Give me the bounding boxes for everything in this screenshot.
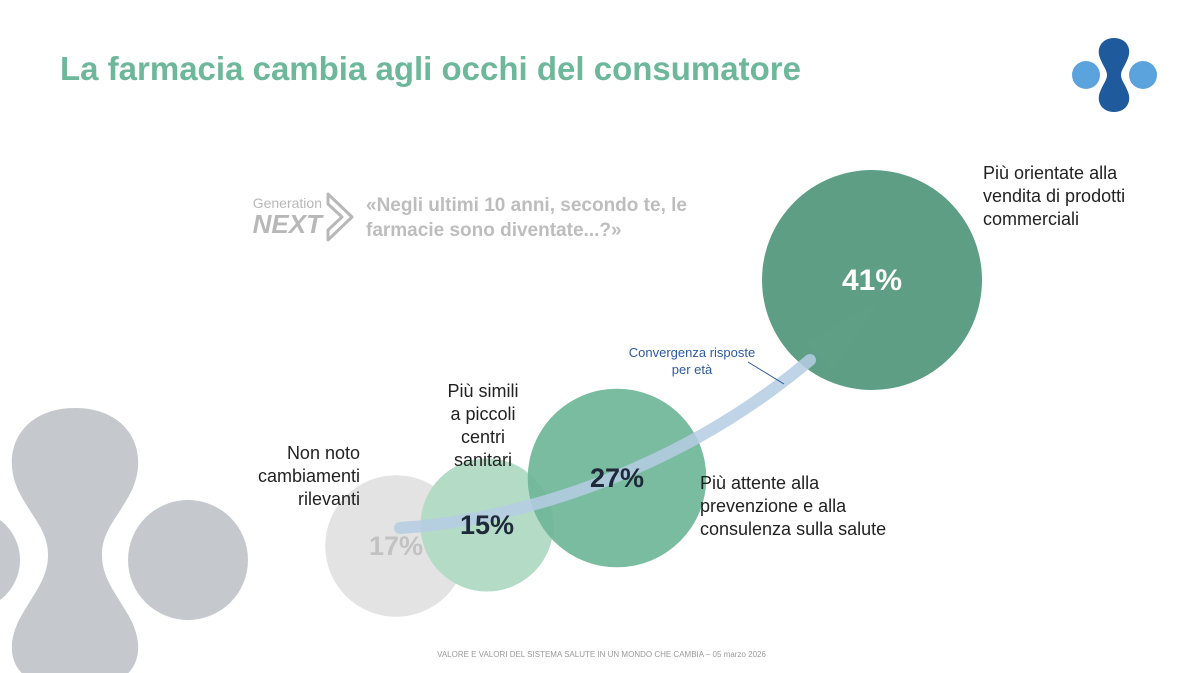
- generation-logo-bottom: NEXT: [253, 209, 324, 239]
- bubble-value-label: 41%: [842, 264, 902, 297]
- bubble-value-label: 15%: [460, 510, 514, 540]
- convergence-arrow: [394, 354, 816, 534]
- deco-left-dot: [0, 520, 20, 600]
- category-label: Più attente alla prevenzione e alla consul…: [700, 473, 887, 539]
- convergence-arrowhead: [806, 300, 880, 372]
- bubble-value-label: 27%: [590, 463, 644, 493]
- brand-logo: [1072, 38, 1157, 112]
- logo-center-shape: [1098, 38, 1130, 112]
- value-layer: 17% 15% 27% 41%: [369, 264, 902, 561]
- bubble-layer: [325, 170, 982, 617]
- convergence-annotation: Convergenza risposte per età: [628, 345, 756, 377]
- annotation-pointer: [747, 361, 785, 385]
- bubble: [762, 170, 982, 390]
- generation-logo-top: Generation: [253, 195, 322, 211]
- footer: VALORE E VALORI DEL SISTEMA SALUTE IN UN…: [437, 650, 766, 659]
- category-label: Più simili a piccoli centri sanitari: [447, 381, 519, 470]
- survey-question: «Negli ultimi 10 anni, secondo te, le fa…: [366, 195, 687, 241]
- logo-left-dot: [1072, 61, 1100, 89]
- bubble: [420, 458, 554, 592]
- category-label: Non noto cambiamenti rilevanti: [257, 443, 360, 509]
- generation-next-logo: Generation NEXT: [253, 192, 354, 242]
- play-arrow-icon: [326, 192, 354, 242]
- page-title: La farmacia cambia agli occhi del consum…: [60, 50, 801, 87]
- category-label: Più orientate alla vendita di prodotti com…: [983, 163, 1126, 229]
- deco-center-shape: [11, 408, 139, 673]
- bubble-value-label: 17%: [369, 531, 423, 561]
- deco-right-dot: [128, 500, 248, 620]
- decorative-shape: [0, 408, 248, 673]
- logo-right-dot: [1129, 61, 1157, 89]
